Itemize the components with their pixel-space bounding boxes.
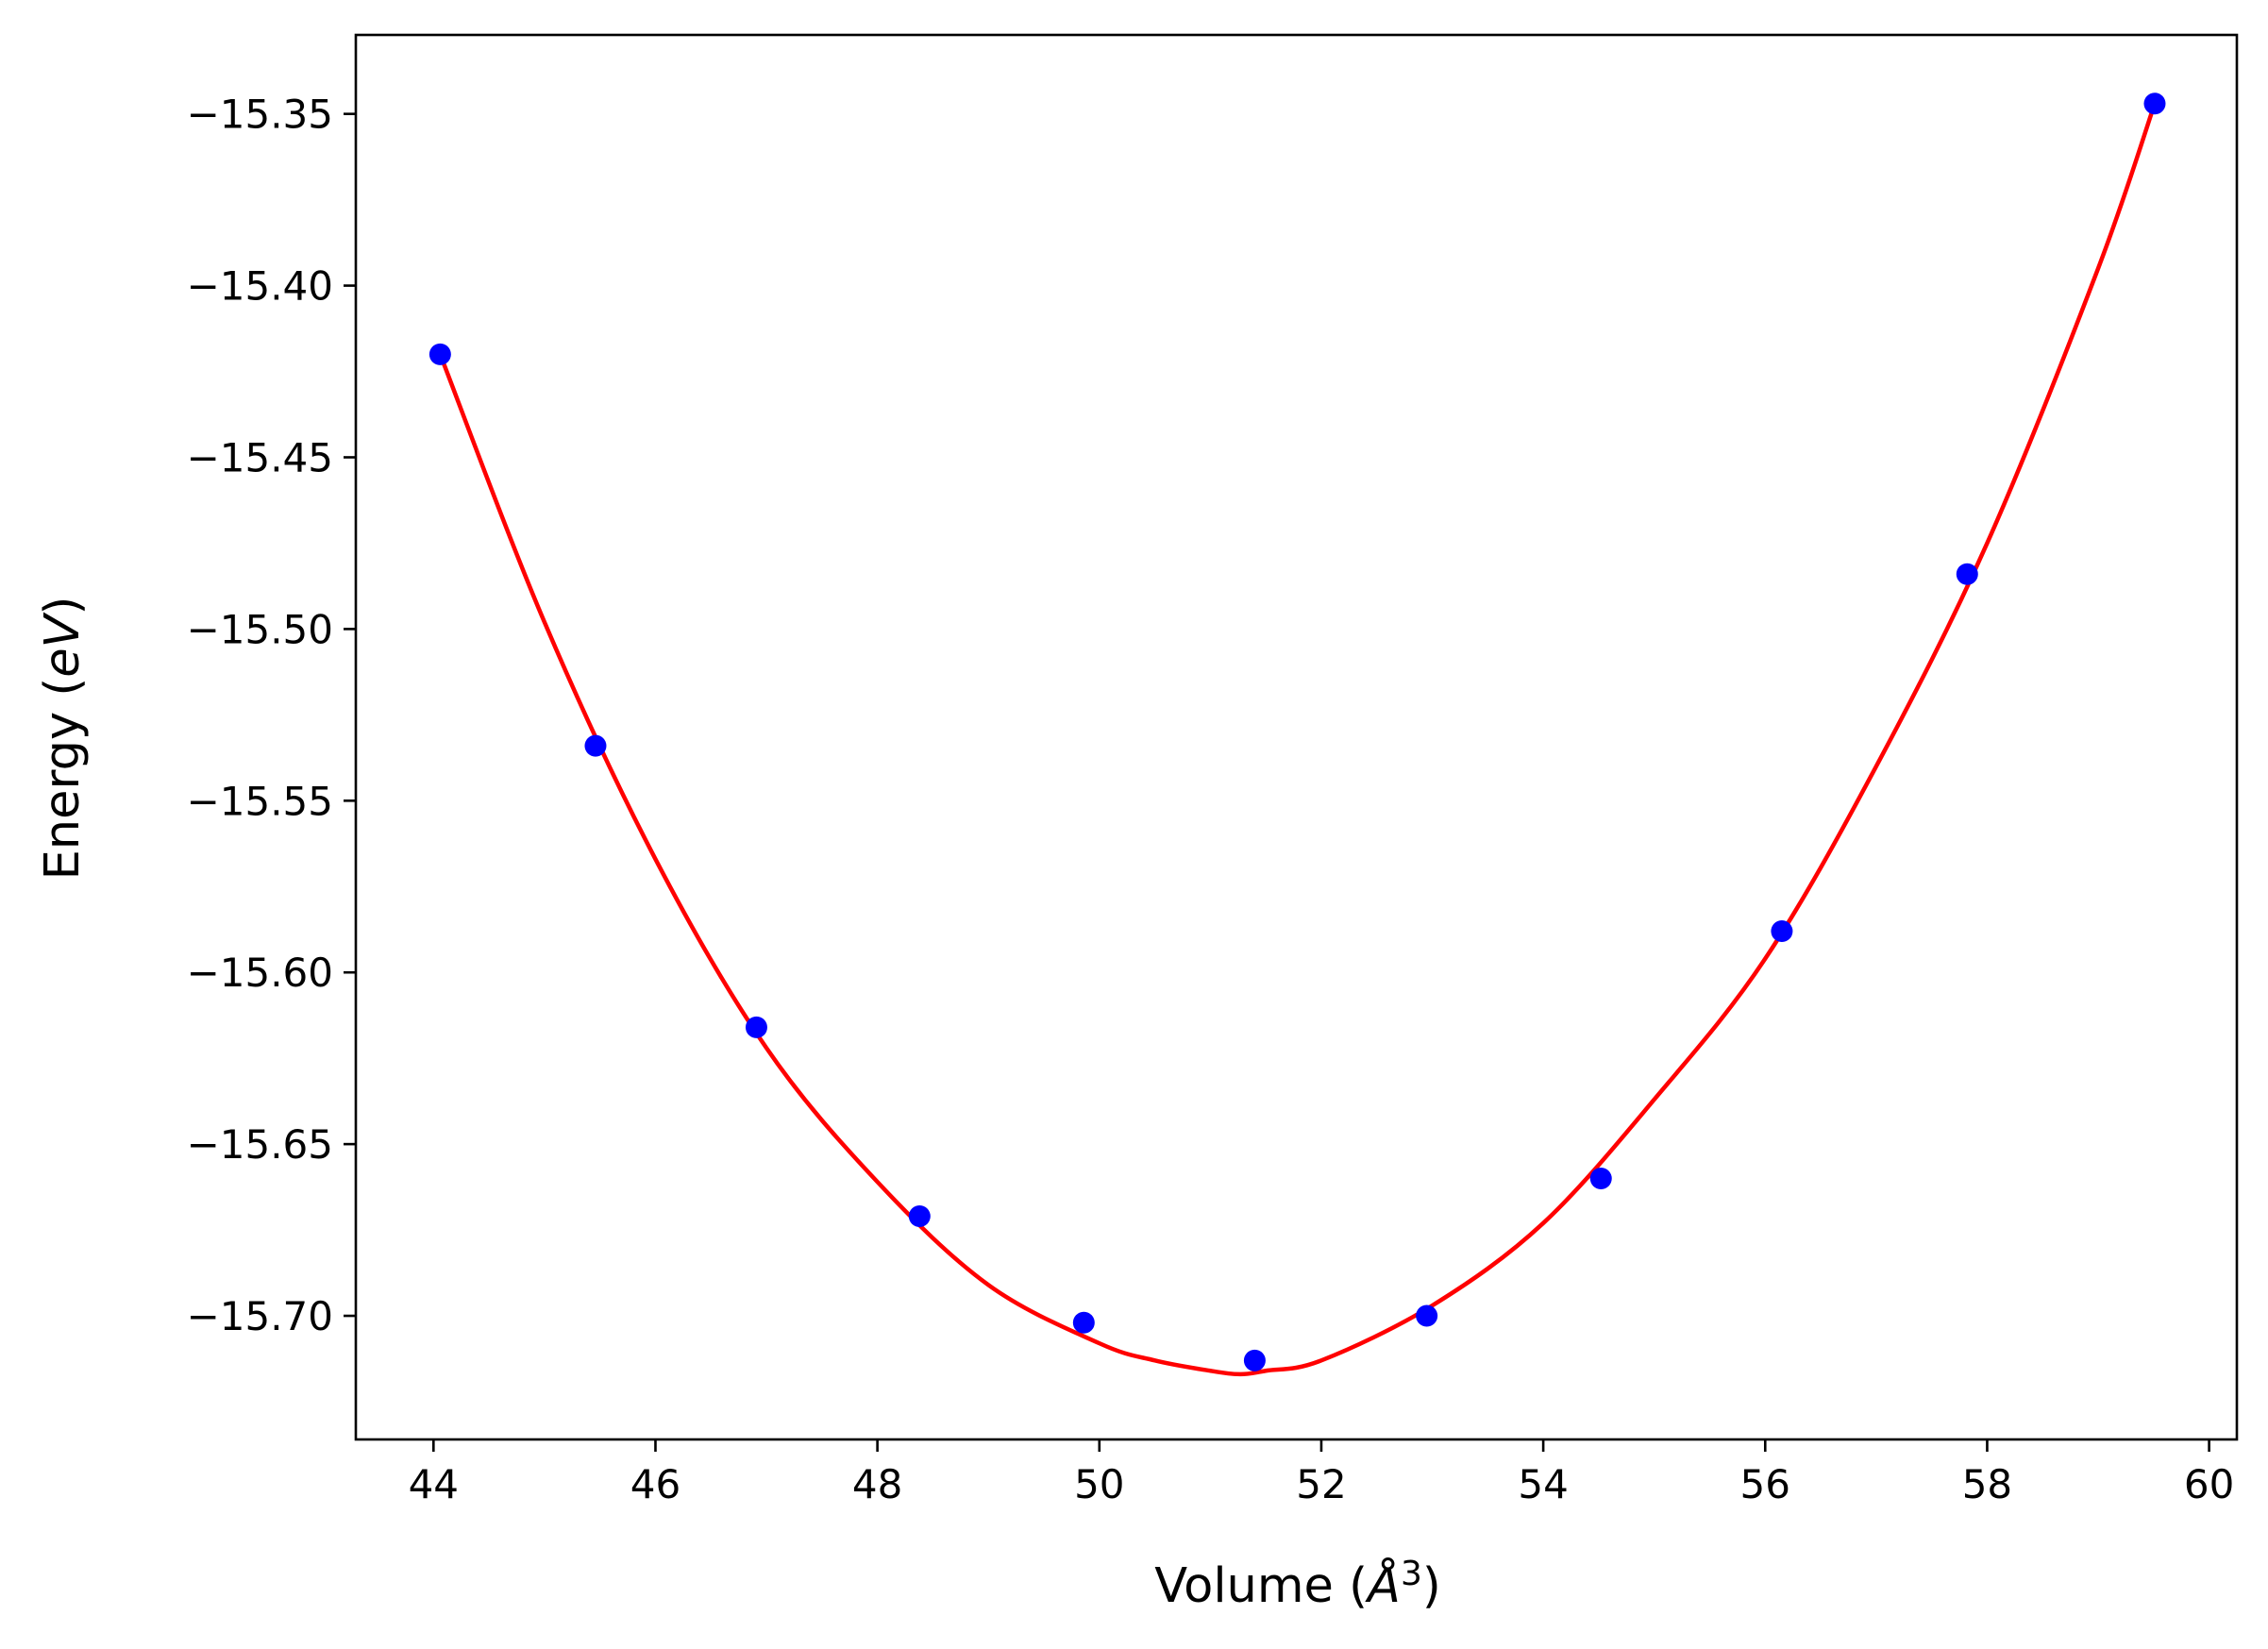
x-tick-label: 44 [409,1461,459,1507]
data-point [1243,1349,1266,1371]
data-point [908,1205,931,1228]
fit-curve-layer [438,103,2158,1377]
data-point [428,343,451,365]
data-point [1771,920,1793,943]
plot-frame [354,33,2239,1441]
x-axis-label-prefix: Volume ( [1154,1558,1368,1614]
x-axis-label: Volume (Å3) [1154,1555,1441,1614]
y-axis-label-prefix: Energy ( [35,678,91,881]
data-point [1589,1168,1612,1190]
fit-curve [438,103,2158,1377]
y-tick-label: −15.70 [187,1293,333,1339]
data-point [584,734,607,757]
y-axis-label: Energy (eV) [35,597,91,881]
x-axis-label-suffix: ) [1422,1558,1441,1614]
x-tick-label: 48 [852,1461,902,1507]
x-tick-label: 54 [1518,1461,1568,1507]
y-tick-label: −15.50 [187,606,333,652]
x-tick-label: 50 [1074,1461,1124,1507]
y-axis-label-unit: eV [35,612,91,677]
x-tick-label: 52 [1296,1461,1346,1507]
y-tick-label: −15.35 [187,92,333,138]
y-axis-label-suffix: ) [35,597,91,615]
data-point [1072,1311,1095,1334]
data-points-layer [428,93,2166,1371]
x-tick-label: 46 [630,1461,680,1507]
plot-background [356,35,2237,1439]
y-axis-ticks: −15.35 −15.40 −15.45 −15.50 −15.55 −15.60 −15.… [187,92,356,1339]
data-point [1416,1304,1438,1327]
x-axis-label-power: 3 [1401,1555,1422,1593]
x-tick-label: 60 [2184,1461,2234,1507]
y-tick-label: −15.60 [187,950,333,996]
data-point [1956,563,1978,585]
data-point [2143,93,2166,115]
plot-area [356,35,2237,1439]
x-tick-label: 56 [1740,1461,1790,1507]
y-tick-label: −15.45 [187,434,333,480]
y-tick-label: −15.55 [187,778,333,824]
x-axis-label-symbol: Å [1365,1556,1401,1614]
y-tick-label: −15.40 [187,263,333,310]
x-axis-ticks: 44 46 48 50 52 54 56 58 60 [409,1439,2234,1507]
data-point [745,1016,767,1038]
y-tick-label: −15.65 [187,1121,333,1168]
x-tick-label: 58 [1962,1461,2012,1507]
